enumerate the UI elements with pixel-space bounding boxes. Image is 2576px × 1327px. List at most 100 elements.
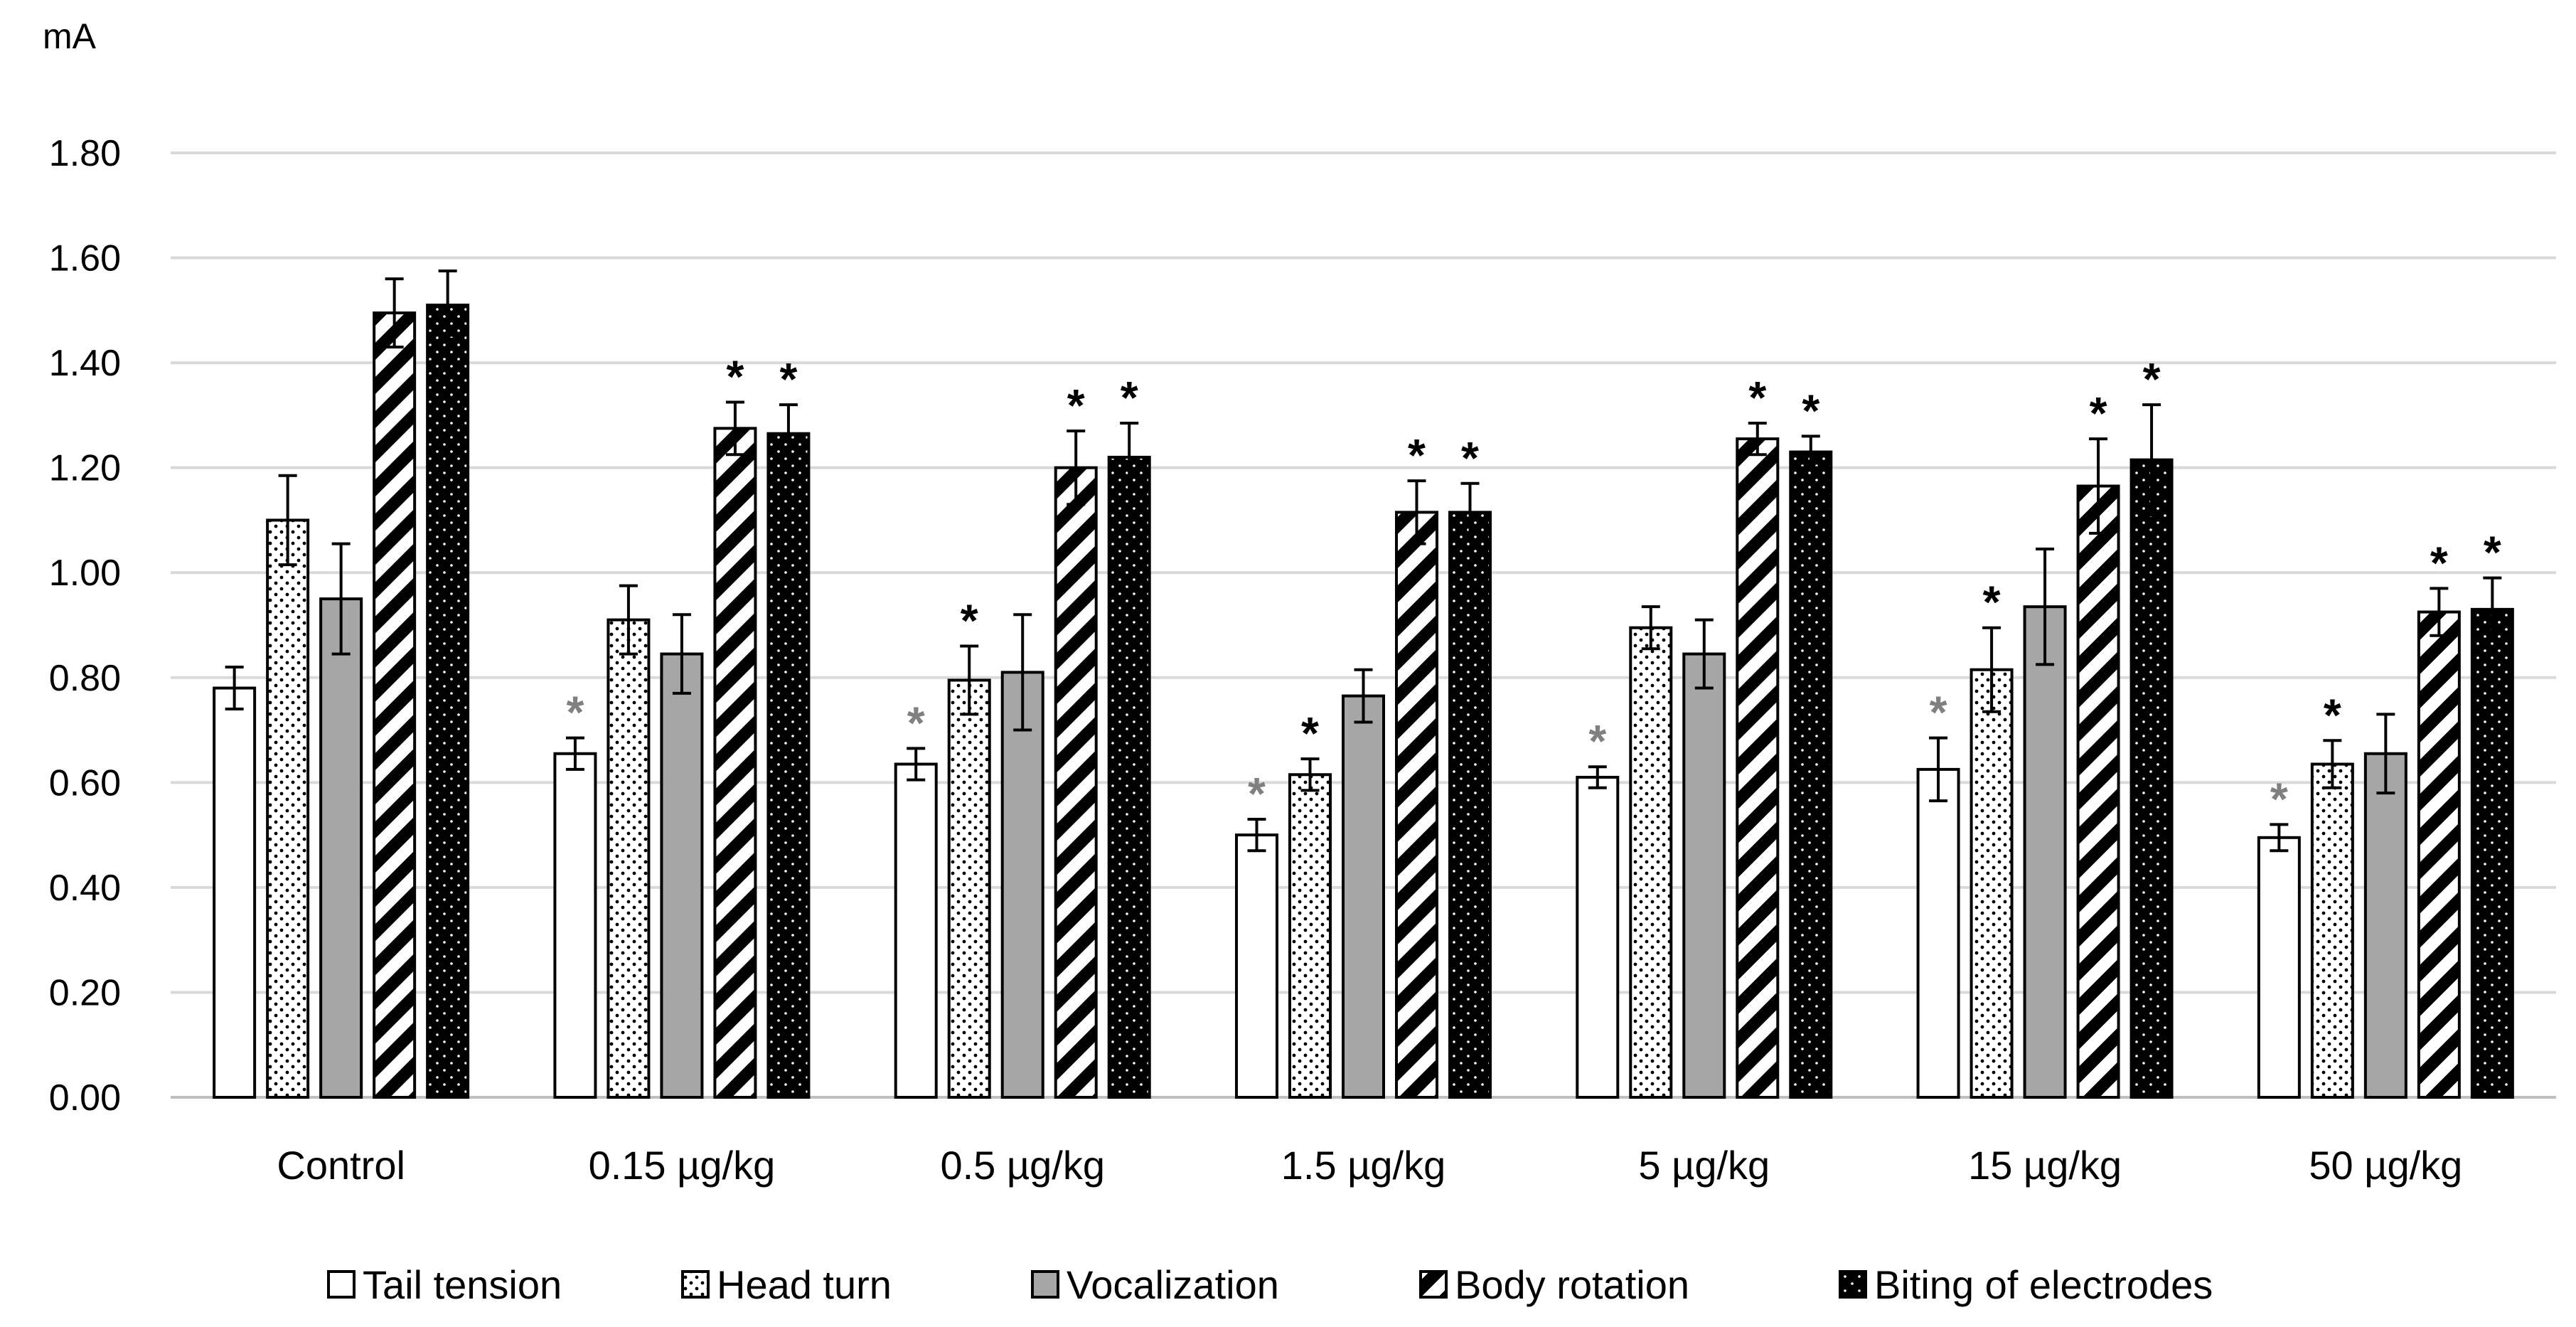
legend-label: Vocalization <box>1067 1262 1279 1307</box>
bar <box>1576 775 1620 1099</box>
significance-marker: * <box>1748 372 1766 423</box>
bar <box>1789 450 1833 1099</box>
bar <box>2363 752 2407 1099</box>
error-bar <box>1300 757 1320 792</box>
legend-item: Vocalization <box>1031 1262 1279 1307</box>
bar <box>2417 610 2461 1099</box>
y-tick-label: 1.60 <box>49 238 121 279</box>
error-bar <box>1460 481 1480 543</box>
significance-marker: * <box>2143 353 2161 405</box>
y-tick-label: 0.60 <box>49 762 121 804</box>
significance-marker: * <box>1461 432 1479 484</box>
error-bar <box>385 277 404 348</box>
bar <box>1395 511 1438 1099</box>
significance-marker: * <box>1121 372 1138 423</box>
x-tick-label: 0.15 µg/kg <box>589 1143 776 1188</box>
x-axis-category-labels: Control 0.15 µg/kg 0.5 µg/kg 1.5 µg/kg 5 µg/… <box>277 1143 2462 1188</box>
legend-swatch <box>1419 1270 1448 1299</box>
error-bar <box>2270 823 2289 853</box>
error-bar <box>331 542 351 656</box>
error-bar <box>1407 479 1426 545</box>
error-bar <box>225 666 244 711</box>
significance-marker: * <box>1588 715 1606 767</box>
error-bar <box>1067 430 1086 506</box>
error-bar <box>907 747 926 782</box>
error-bar <box>2142 403 2161 517</box>
error-bar <box>2376 713 2395 795</box>
error-bar <box>960 644 979 716</box>
error-bar <box>1013 613 1032 732</box>
significance-marker: * <box>2430 537 2448 588</box>
error-bar <box>1588 765 1607 789</box>
y-tick-label: 1.00 <box>49 553 121 594</box>
y-tick-label: 1.20 <box>49 448 121 489</box>
error-bar <box>779 403 798 464</box>
error-bar <box>2430 587 2449 637</box>
significance-marker: * <box>566 687 584 738</box>
bar <box>947 678 991 1099</box>
y-tick-label: 1.80 <box>49 133 121 174</box>
bar <box>660 652 704 1099</box>
bar <box>1235 833 1278 1099</box>
error-bars <box>225 270 2502 853</box>
bar <box>2076 484 2120 1099</box>
error-bar <box>2089 437 2108 535</box>
error-bar <box>1982 626 2002 713</box>
error-bar <box>438 270 457 341</box>
significance-marker: * <box>1301 708 1319 759</box>
x-tick-label: 15 µg/kg <box>1968 1143 2122 1188</box>
bar <box>1448 511 1492 1099</box>
error-bar <box>1247 817 1266 853</box>
x-tick-label: Control <box>277 1143 405 1188</box>
y-axis-unit-label: mA <box>43 16 97 56</box>
bar <box>1342 694 1385 1099</box>
legend-item: Head turn <box>681 1262 892 1307</box>
legend-label: Body rotation <box>1455 1262 1689 1307</box>
bar <box>266 518 310 1099</box>
bar <box>2470 607 2514 1099</box>
bar <box>1629 626 1673 1099</box>
y-tick-label: 0.20 <box>49 972 121 1013</box>
significance-marker: * <box>907 697 925 748</box>
error-bar <box>2036 548 2055 666</box>
significance-marker: * <box>726 351 744 402</box>
legend-swatch <box>327 1270 356 1299</box>
x-tick-label: 5 µg/kg <box>1638 1143 1770 1188</box>
error-bar <box>1641 605 1660 651</box>
bar <box>2023 605 2067 1099</box>
legend-item: Tail tension <box>327 1262 562 1307</box>
bar <box>553 752 597 1099</box>
significance-marker: * <box>961 595 978 646</box>
y-tick-label: 0.00 <box>49 1077 121 1119</box>
legend-swatch <box>681 1270 710 1299</box>
significance-marker: * <box>2090 388 2107 439</box>
significance-marker: * <box>2270 773 2288 824</box>
error-bar <box>619 584 638 656</box>
legend-label: Tail tension <box>363 1262 562 1307</box>
legend-swatch <box>1839 1270 1867 1299</box>
legend-label: Biting of electrodes <box>1874 1262 2213 1307</box>
bar <box>2129 458 2174 1099</box>
significance-marker: * <box>1067 380 1085 431</box>
bar <box>606 618 651 1099</box>
error-bar <box>2323 739 2342 789</box>
significance-marker: * <box>2484 527 2501 578</box>
x-tick-label: 0.5 µg/kg <box>940 1143 1105 1188</box>
bar <box>1107 455 1151 1099</box>
significance-marker: * <box>1248 768 1266 819</box>
y-tick-label: 0.40 <box>49 868 121 909</box>
bar <box>1736 437 1780 1099</box>
bars <box>213 303 2514 1099</box>
error-bar <box>672 613 691 695</box>
bar <box>2310 762 2354 1099</box>
x-tick-label: 50 µg/kg <box>2309 1143 2462 1188</box>
significance-marker: * <box>2324 689 2341 740</box>
error-bar <box>565 736 584 771</box>
error-bar <box>2483 576 2502 643</box>
bar <box>1916 767 1960 1099</box>
error-bar <box>1929 736 1948 803</box>
legend-item: Biting of electrodes <box>1839 1262 2213 1307</box>
bar <box>1000 671 1044 1099</box>
bar <box>1970 668 2014 1099</box>
